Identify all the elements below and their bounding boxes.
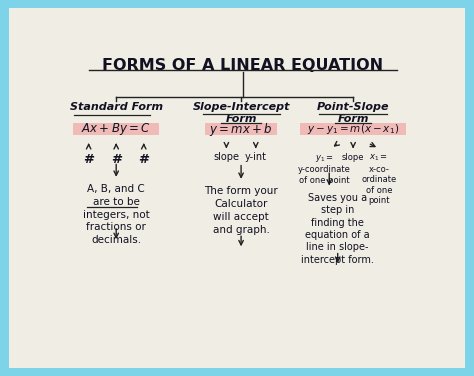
Bar (73, 123, 159, 135)
Text: The form your
Calculator
will accept
and graph.: The form your Calculator will accept and… (204, 186, 278, 235)
Text: $y = mx + b$: $y = mx + b$ (210, 121, 273, 138)
Bar (205, 123, 277, 135)
Text: $y_1 =$
y-coordinate
of one point: $y_1 =$ y-coordinate of one point (298, 153, 351, 185)
Text: Slope-Intercept
Form: Slope-Intercept Form (192, 102, 290, 124)
Text: $x_1 =$
x-co-
ordinate
of one
point: $x_1 =$ x-co- ordinate of one point (361, 153, 396, 205)
Text: Standard Form: Standard Form (70, 102, 163, 112)
Text: A, B, and C
are to be
integers, not
fractions or
decimals.: A, B, and C are to be integers, not frac… (83, 184, 150, 245)
Text: slope: slope (213, 152, 239, 162)
Text: #: # (138, 153, 149, 166)
Text: y-int: y-int (245, 152, 267, 162)
Text: $Ax + By = C$: $Ax + By = C$ (82, 121, 151, 137)
Text: #: # (111, 153, 122, 166)
Text: Point-Slope
Form: Point-Slope Form (317, 102, 389, 124)
Bar (300, 123, 406, 135)
Text: $y - y_1 = m(x - x_1)$: $y - y_1 = m(x - x_1)$ (307, 122, 399, 136)
Text: FORMS OF A LINEAR EQUATION: FORMS OF A LINEAR EQUATION (102, 58, 383, 73)
Text: #: # (83, 153, 94, 166)
Text: slope: slope (342, 153, 365, 162)
Text: Saves you a
step in
finding the
equation of a
line in slope-
intercept form.: Saves you a step in finding the equation… (301, 193, 374, 265)
